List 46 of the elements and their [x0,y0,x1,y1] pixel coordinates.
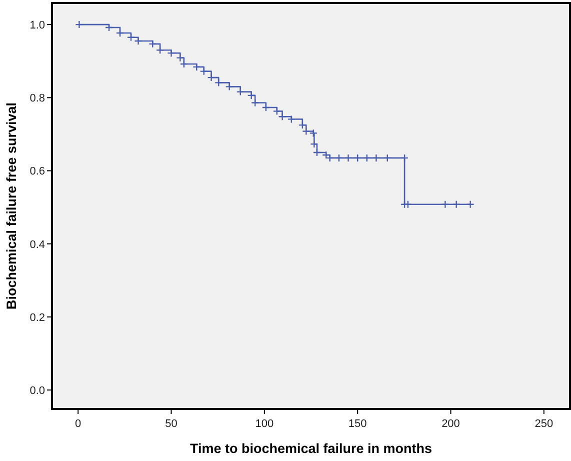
point [344,154,352,162]
point [156,46,164,54]
x-tick-label: 250 [534,418,554,430]
x-tick-label: 150 [348,418,367,430]
point [400,154,409,162]
x-axis-title: Time to biochemical failure in months [190,441,432,456]
point [287,115,296,124]
y-tick-label: 0.4 [30,238,45,251]
point [200,67,208,76]
y-axis-title: Biochemical failure free survival [4,102,19,310]
point [214,78,223,87]
point [126,33,136,42]
y-tick-label: 0.2 [30,312,45,324]
point [383,154,392,162]
x-tick-label: 100 [255,418,274,430]
point [262,103,270,112]
x-tick-label: 200 [442,418,460,430]
point [309,128,318,138]
point [116,28,124,38]
point [148,40,157,48]
point [353,154,362,162]
point [104,23,114,32]
point [251,98,260,107]
point [75,20,84,29]
y-tick-label: 0.0 [30,384,45,397]
point [441,200,450,208]
point [322,150,330,160]
point [236,88,244,96]
point [167,48,176,58]
point [326,154,334,162]
point [312,148,322,157]
x-tick-label: 0 [75,418,82,430]
point [192,62,201,72]
point [372,154,380,162]
point [310,140,318,148]
point [334,154,344,162]
point [225,82,234,91]
x-tick-label: 50 [165,418,178,430]
point [362,154,371,162]
point [134,36,142,46]
point [452,200,460,208]
y-tick-label: 0.8 [30,92,45,105]
y-tick-label: 1.0 [30,20,45,32]
point [466,200,474,208]
point [207,73,216,82]
y-tick-label: 0.6 [30,166,45,178]
